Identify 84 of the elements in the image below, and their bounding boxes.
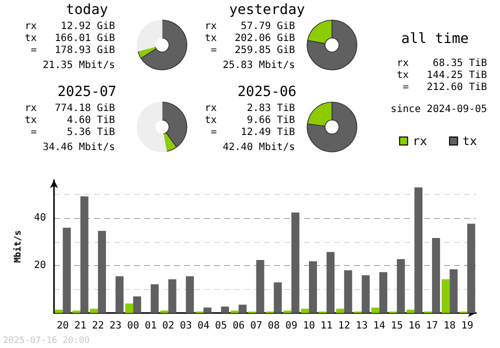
legend-label: rx [412,134,428,148]
chart-title: yesterday [228,2,306,18]
chart-title: today [64,2,110,18]
bar [371,308,380,313]
bar [150,284,159,313]
x-tick-label: 14 [373,320,386,332]
bar [168,279,176,313]
text: tx 202.06 GiB [204,33,295,45]
bar [442,279,450,313]
text: 42.40 Mbit/s [222,142,295,154]
x-tick-label: 07 [250,320,262,332]
x-tick-label: 21 [74,320,86,332]
x-tick-label: 23 [110,320,122,332]
x-tick-label: 00 [127,320,140,332]
bar [379,272,388,313]
bar [396,259,405,313]
x-tick-label: 02 [162,320,174,332]
text: 34.46 Mbit/s [42,142,115,154]
x-tick-label: 11 [320,320,333,332]
bar [414,187,422,313]
text: all time [400,31,470,47]
bar [203,308,212,313]
x-tick-label: 20 [56,320,69,332]
x-tick-label: 16 [408,320,420,332]
x-tick-label: 15 [390,320,403,332]
x-tick-label: 09 [285,320,298,332]
legend-label: tx [462,134,478,148]
x-tick-label: 05 [215,320,228,332]
chart-title: 2025-06 [236,84,298,100]
x-tick-label: 04 [197,320,210,332]
x-tick-label: 13 [356,320,368,332]
x-tick-label: 17 [426,320,438,332]
text: tx 9.66 TiB [204,115,295,127]
text: rx 12.92 GiB [24,21,115,33]
x-tick-label: 03 [180,320,192,332]
bar [62,228,71,313]
chart-title: 2025-07 [56,84,118,100]
text: = 12.49 TiB [210,127,295,139]
bar [238,304,247,313]
bar [450,269,458,313]
bar [186,276,194,313]
bar [221,306,230,313]
text: 25.83 Mbit/s [222,60,295,72]
bar [125,304,134,313]
text: since 2024-09-05 [390,104,487,116]
bar [406,310,414,313]
x-tick-label: 06 [232,320,245,332]
bar [362,275,370,313]
text: = 5.36 TiB [30,127,115,139]
text: tx 166.01 GiB [24,33,115,45]
y-tick-label: 40 [34,212,46,224]
x-tick-label: 22 [92,320,104,332]
bar [432,238,440,313]
x-tick-label: 10 [302,320,315,332]
bar [308,261,317,313]
bar [344,270,352,313]
bar [116,276,124,313]
bar [256,260,264,313]
bar [326,252,335,313]
text: tx 4.60 TiB [24,115,115,127]
text: rx 68.35 TiB [396,58,487,70]
x-tick-label: 19 [461,320,474,332]
bar [90,308,98,313]
bar [300,308,309,313]
text: rx 57.79 GiB [204,21,295,33]
bar [274,282,282,313]
text: = 178.93 GiB [30,45,115,57]
text: = 259.85 GiB [210,45,295,57]
x-tick-label: 08 [268,320,280,332]
x-tick-label: 18 [444,320,456,332]
bar [336,308,344,313]
bar [98,230,106,313]
text: rx 774.18 GiB [24,103,115,115]
text: 21.35 Mbit/s [42,60,115,72]
text: tx 144.25 TiB [396,70,487,82]
bar [133,296,142,313]
text: = 212.60 TiB [402,82,487,94]
text: rx 2.83 TiB [204,103,295,115]
bar [54,310,63,313]
x-tick-label: 01 [144,320,157,332]
y-axis-title: Mbit/s [12,230,24,263]
x-tick-label: 12 [338,320,350,332]
bar [291,212,300,313]
bar [80,196,88,313]
